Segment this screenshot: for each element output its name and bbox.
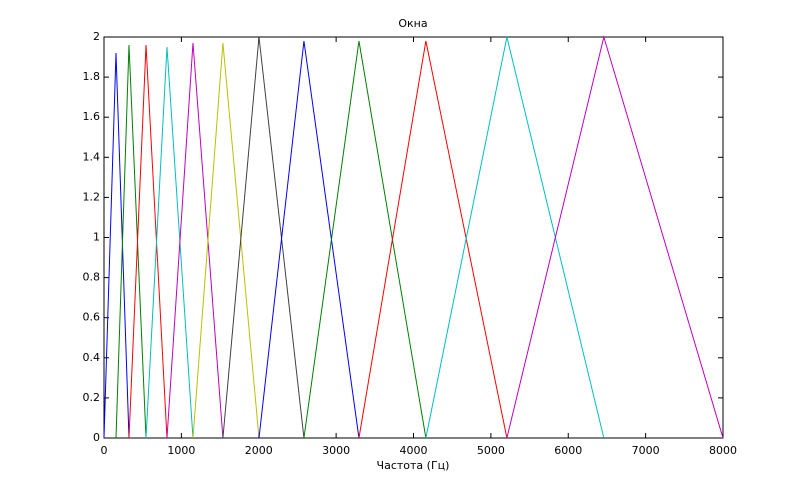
line-series [115, 44, 147, 439]
x-tick-label: 2000 [245, 444, 273, 457]
line-series [192, 42, 260, 439]
y-tick-label: 2 [93, 30, 100, 43]
x-tick-label: 6000 [554, 444, 582, 457]
line-series [166, 42, 224, 439]
y-tick-label: 1.2 [83, 190, 101, 203]
x-tick-label: 7000 [632, 444, 660, 457]
y-tick-label: 0.6 [83, 311, 101, 324]
line-series [303, 40, 427, 439]
line-series [425, 36, 605, 439]
x-tick-label: 8000 [709, 444, 737, 457]
y-tick-label: 0.8 [83, 271, 101, 284]
x-tick-label: 4000 [400, 444, 428, 457]
y-tick-label: 1.6 [83, 110, 101, 123]
line-series [103, 53, 130, 439]
line-series [358, 40, 508, 439]
line-series [145, 46, 194, 439]
line-series [258, 40, 360, 439]
x-tick-label: 3000 [322, 444, 350, 457]
x-tick-label: 0 [101, 444, 108, 457]
line-series [506, 35, 724, 439]
y-tick-label: 0.4 [83, 351, 101, 364]
line-series [128, 44, 168, 439]
y-tick-label: 1.4 [83, 150, 101, 163]
y-tick-label: 1.8 [83, 70, 101, 83]
x-tick-label: 1000 [167, 444, 195, 457]
y-tick-label: 0.2 [83, 391, 101, 404]
x-axis-label: Частота (Гц) [377, 459, 450, 472]
line-series [222, 36, 305, 439]
y-tick-label: 1 [93, 231, 100, 244]
x-tick-label: 5000 [477, 444, 505, 457]
chart-title: Окна [398, 17, 427, 30]
plot-area [103, 36, 724, 439]
y-tick-label: 0 [93, 431, 100, 444]
